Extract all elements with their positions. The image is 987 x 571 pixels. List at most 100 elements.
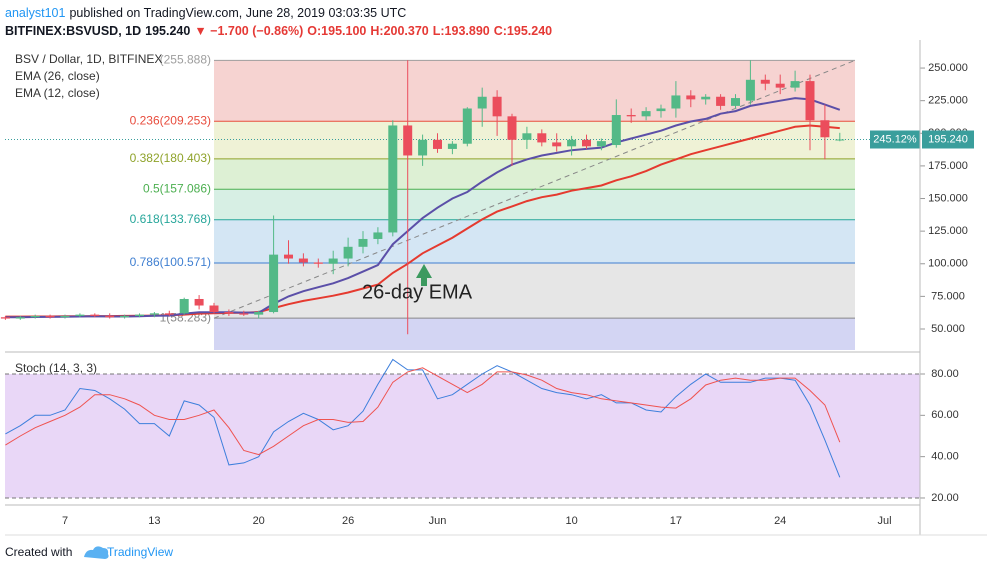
fib-zone [214, 219, 855, 264]
candle-body [269, 254, 279, 313]
trend-line [213, 59, 856, 319]
candle-body [60, 315, 70, 318]
y-tick-label: 125.000 [928, 225, 968, 237]
y-tick-label: 225.000 [928, 95, 968, 107]
fib-label: 0.236(209.253) [130, 113, 211, 127]
x-tick-label: 20 [253, 515, 265, 527]
candle-body [239, 313, 249, 315]
price-box [870, 130, 920, 149]
y-tick-label: 75.000 [931, 290, 965, 302]
candle-body [15, 317, 25, 319]
candle-body [358, 238, 368, 247]
y-tick-label: 150.000 [928, 192, 968, 204]
candle-body [582, 139, 591, 147]
x-tick-label: 24 [774, 515, 786, 527]
fib-zone [214, 318, 855, 350]
candle-body [656, 108, 666, 112]
candle-body [105, 315, 115, 318]
fib-label: 0.618(133.768) [130, 212, 211, 226]
candle-body [641, 111, 651, 117]
y-tick-label: 50.000 [931, 323, 965, 335]
candle-body [388, 125, 398, 233]
candle-body [298, 258, 308, 263]
candle-body [820, 120, 830, 138]
fib-label: 0.5(157.086) [143, 181, 211, 195]
candle-body [731, 98, 740, 106]
candle-body [477, 96, 487, 109]
stoch-line [5, 367, 841, 456]
logo [84, 546, 109, 559]
candle-body [835, 139, 845, 141]
candle-body [164, 313, 174, 315]
candle-body [90, 314, 100, 316]
arrow [416, 264, 432, 286]
y-tick-label: 20.00 [931, 492, 959, 504]
candle-body [552, 142, 562, 147]
candle-body [30, 315, 40, 318]
fib-zone [214, 189, 855, 220]
candle-body [626, 115, 636, 117]
candle-body [224, 312, 234, 314]
ohlc: O:195.100 H:200.370 L:193.890 C:195.240 [307, 24, 556, 38]
published: published on TradingView.com, June 28, 2… [69, 6, 407, 20]
candle-body [313, 262, 323, 264]
candle-body [284, 254, 293, 259]
ema-line [5, 97, 841, 319]
ohlc-value: L:193.890 [432, 24, 490, 38]
stoch-band [5, 374, 920, 498]
change: ▼ −1.700 (−0.86%) [194, 24, 304, 38]
header: analyst101 published on TradingView.com, … [5, 4, 560, 40]
fib-zone [214, 263, 855, 319]
candle-body [805, 81, 815, 121]
candle-body [194, 298, 204, 306]
candle-body [254, 312, 264, 315]
x-tick-label: 7 [62, 515, 68, 527]
fib-zone [214, 158, 855, 190]
candle-body [507, 116, 517, 140]
candle-body [433, 139, 442, 149]
candle-body [418, 139, 428, 156]
ohlc-value: O:195.100 [307, 24, 367, 38]
candle-body [403, 125, 413, 156]
fib-label: 0.382(180.403) [130, 151, 211, 165]
x-tick-label: Jul [877, 515, 891, 527]
footer-brand[interactable]: TradingView [107, 545, 173, 559]
header-line: BITFINEX:BSVUSD, 1D 195.240 ▼ −1.700 (−0.8… [5, 22, 560, 40]
candle-body [179, 298, 189, 314]
candle-body [209, 305, 219, 313]
legend-ema: EMA (26, close) [15, 69, 100, 83]
candle-body [135, 314, 144, 316]
y-tick-label: 250.000 [928, 62, 968, 74]
price-value: 195.240 [928, 133, 968, 145]
legend-ema: EMA (12, close) [15, 86, 100, 100]
candle-body [775, 83, 785, 88]
publisher[interactable]: analyst101 [5, 6, 66, 20]
candle-body [0, 317, 10, 319]
fib-zone [214, 60, 855, 122]
y-tick-label: 175.000 [928, 160, 968, 172]
fib-label: 0.786(100.571) [130, 255, 211, 269]
x-tick-label: 26 [342, 515, 354, 527]
last-price: 195.240 [145, 24, 191, 38]
price-percent: 245.12% [873, 133, 917, 145]
candle-body [120, 315, 130, 318]
stoch-title: Stoch (14, 3, 3) [15, 361, 97, 375]
candle-body [716, 96, 726, 106]
y-tick-label: 60.00 [931, 409, 959, 421]
candle-body [328, 258, 338, 264]
candle-body [745, 79, 755, 101]
fib-zone [214, 121, 855, 159]
legend-symbol: BSV / Dollar, 1D, BITFINEX [15, 52, 162, 66]
x-tick-label: 10 [565, 515, 577, 527]
candle-body [447, 143, 457, 149]
price-box [922, 130, 974, 149]
candle-body [45, 315, 55, 318]
candle-body [343, 246, 353, 259]
candle-body [760, 79, 770, 84]
candle-body [701, 96, 711, 100]
x-tick-label: 13 [148, 515, 160, 527]
ohlc-value: H:200.370 [370, 24, 429, 38]
x-tick-label: 17 [670, 515, 682, 527]
